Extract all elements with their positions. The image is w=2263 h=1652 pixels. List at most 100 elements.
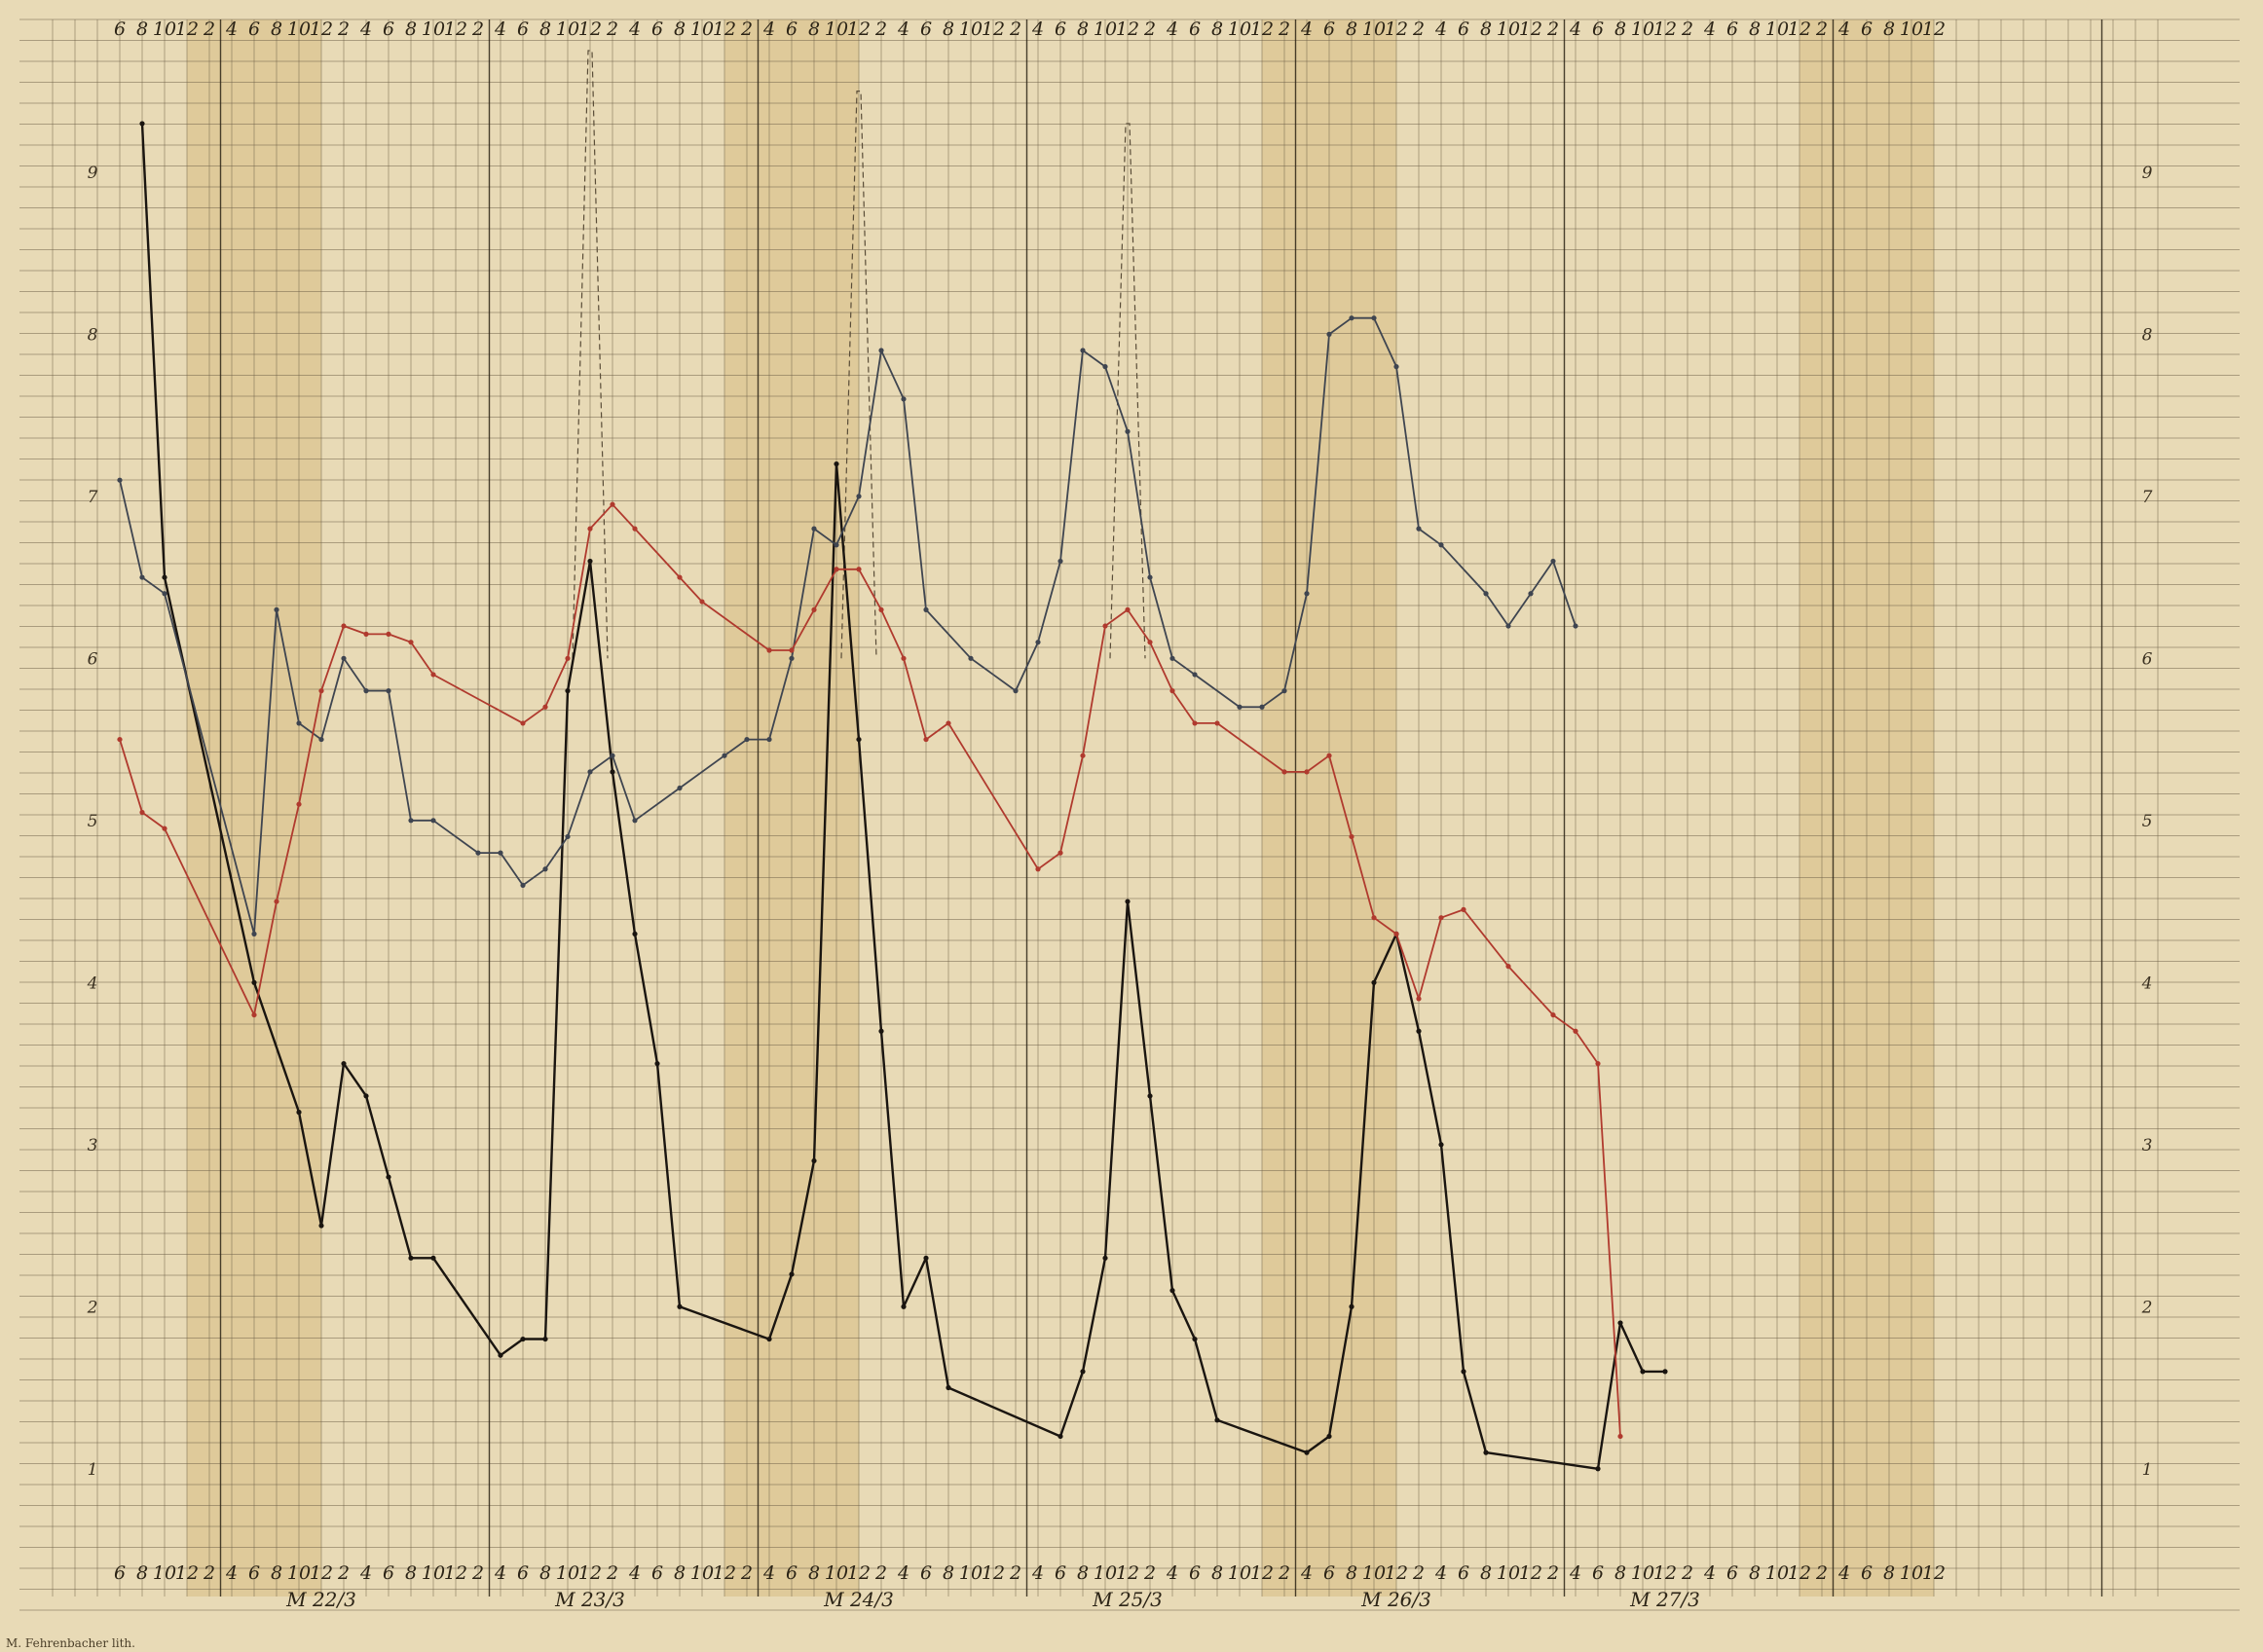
top-tick-label: 2 — [1278, 18, 1290, 40]
series-point — [1259, 704, 1265, 710]
bottom-tick-label: 2 — [1143, 1562, 1156, 1584]
bottom-tick-label: 6 — [1458, 1562, 1469, 1584]
series-point — [878, 606, 884, 612]
series-point — [296, 1109, 302, 1116]
series-point — [1371, 979, 1377, 985]
series-point — [1080, 753, 1086, 758]
series-point — [386, 688, 391, 694]
dashed-spike — [572, 50, 609, 659]
top-tick-label: 12 — [578, 18, 602, 40]
series-point — [766, 647, 772, 653]
series-point — [274, 899, 279, 904]
series-point — [1326, 331, 1332, 337]
bottom-tick-label: 12 — [310, 1562, 333, 1584]
bottom-tick-label: 4 — [897, 1562, 909, 1584]
top-tick-label: 10 — [422, 18, 445, 40]
series-point — [117, 477, 123, 483]
bottom-tick-label: 8 — [943, 1562, 954, 1584]
series-point — [1371, 915, 1377, 921]
bottom-tick-label: 4 — [225, 1562, 238, 1584]
series-point — [1080, 1369, 1086, 1375]
bottom-tick-label: 4 — [1300, 1562, 1313, 1584]
series-point — [341, 1060, 347, 1067]
series-point — [1102, 623, 1108, 629]
series-point — [251, 1011, 257, 1018]
bottom-tick-label: 6 — [1592, 1562, 1604, 1584]
series-point — [1438, 1142, 1444, 1148]
series-point — [498, 1352, 503, 1358]
right-y-tick: 2 — [2141, 1298, 2153, 1317]
top-tick-label: 10 — [1362, 18, 1386, 40]
bottom-tick-label: 2 — [1009, 1562, 1021, 1584]
series-point — [834, 542, 839, 548]
series-point — [408, 640, 414, 645]
series-point — [722, 753, 727, 758]
bottom-tick-label: 6 — [114, 1562, 126, 1584]
bottom-tick-label: 4 — [1031, 1562, 1044, 1584]
top-tick-label: 6 — [651, 18, 663, 40]
bottom-tick-label: 8 — [1480, 1562, 1492, 1584]
top-tick-label: 8 — [136, 18, 148, 40]
series-point — [811, 1157, 817, 1164]
series-point — [139, 121, 145, 127]
top-tick-label: 10 — [1631, 18, 1654, 40]
right-y-tick: 5 — [2142, 812, 2153, 831]
series-point — [946, 1384, 951, 1391]
top-tick-label: 4 — [494, 18, 506, 40]
series-point — [1057, 1433, 1063, 1440]
bottom-tick-label: 6 — [920, 1562, 932, 1584]
series-point — [1304, 591, 1310, 597]
series-point — [1057, 558, 1063, 565]
bottom-tick-label: 10 — [1900, 1562, 1923, 1584]
top-tick-label: 8 — [1211, 18, 1223, 40]
series-point — [789, 647, 795, 653]
series-point — [1617, 1320, 1623, 1326]
series-point — [162, 826, 167, 831]
series-point — [856, 736, 862, 743]
right-y-tick: 7 — [2142, 488, 2153, 507]
series-point — [520, 1336, 526, 1342]
bottom-tick-label: 10 — [153, 1562, 176, 1584]
bottom-tick-label: 4 — [359, 1562, 372, 1584]
top-tick-label: 2 — [1143, 18, 1156, 40]
top-tick-label: 8 — [1346, 18, 1357, 40]
series-point — [1169, 688, 1175, 694]
series-point — [251, 931, 257, 936]
series-point — [1349, 315, 1354, 321]
top-tick-label: 2 — [740, 18, 753, 40]
left-y-tick: 5 — [88, 812, 98, 831]
left-y-tick-labels: 9 8 7 6 5 4 3 2 1 — [87, 164, 98, 1480]
bottom-tick-label: 4 — [628, 1562, 641, 1584]
bottom-tick-label: 6 — [1189, 1562, 1201, 1584]
right-y-tick: 3 — [2142, 1136, 2153, 1156]
bottom-tick-label: 2 — [203, 1562, 215, 1584]
bottom-tick-label: 6 — [1055, 1562, 1066, 1584]
series-point — [789, 1271, 795, 1277]
series-point — [1169, 1288, 1175, 1294]
dashed-spike — [1109, 123, 1146, 659]
bottom-tick-label: 10 — [1094, 1562, 1117, 1584]
top-tick-label: 10 — [1228, 18, 1251, 40]
left-y-tick: 1 — [88, 1460, 98, 1480]
bottom-tick-label: 2 — [1546, 1562, 1559, 1584]
bottom-tick-label: 10 — [1765, 1562, 1789, 1584]
top-tick-label: 6 — [517, 18, 529, 40]
series-point — [542, 704, 548, 710]
series-point — [386, 631, 391, 637]
series-point — [587, 526, 593, 532]
series-point — [1326, 753, 1332, 758]
top-tick-label: 4 — [1434, 18, 1447, 40]
series-point — [1102, 364, 1108, 370]
top-tick-label: 12 — [1116, 18, 1139, 40]
series-point — [1438, 915, 1444, 921]
bottom-tick-label: 8 — [405, 1562, 417, 1584]
top-tick-label: 12 — [1653, 18, 1677, 40]
right-y-tick: 8 — [2142, 325, 2153, 345]
series-point — [1662, 1369, 1668, 1375]
top-tick-label: 2 — [874, 18, 887, 40]
bottom-tick-label: 12 — [1519, 1562, 1542, 1584]
dashed-spikes — [572, 50, 1146, 659]
top-tick-label: 8 — [1883, 18, 1895, 40]
